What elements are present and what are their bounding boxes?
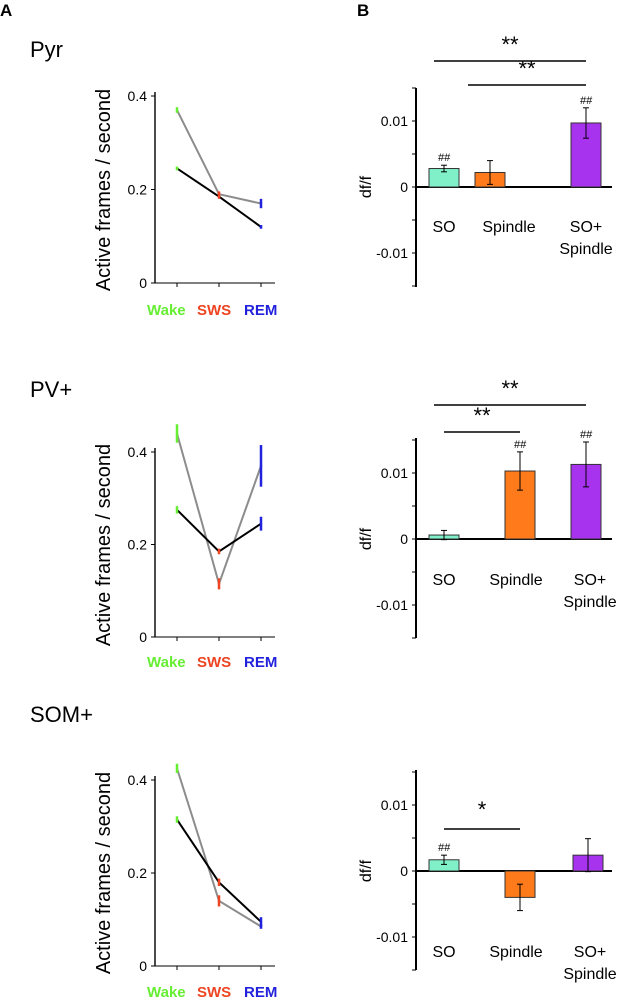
bar-chart-1: df/f 0.01 0 -0.01 ## ## SO Spindle SO+ Spindle ***… (358, 32, 613, 287)
data-point-gray-0 (175, 767, 179, 770)
bar-chart-5: df/f 0.01 0 -0.01 ## SO Spindle SO+ Spindle * (358, 770, 617, 983)
y-tick-label: 0.2 (128, 182, 148, 198)
chart-title: PV+ (30, 377, 72, 402)
data-point-gray-0 (175, 432, 179, 435)
series-line-black (176, 509, 262, 553)
data-point-gray-1 (217, 899, 221, 903)
significance-mark-2: ## (580, 95, 593, 107)
category-label-wake: Wake (147, 984, 186, 1001)
y-tick-label: 0 (139, 629, 147, 645)
significance-label-0: ** (501, 32, 519, 57)
y-axis-label: df/f (358, 175, 375, 198)
category-label-1: Spindle (489, 572, 542, 589)
category-label-sws: SWS (197, 984, 231, 1001)
y-tick-label: -0.01 (376, 245, 408, 261)
line-chart-0: Pyr Active frames / second 0 0.2 0.4 Wake SWS R… (30, 37, 277, 319)
data-point-black-0 (175, 167, 179, 170)
data-point-gray-2 (259, 464, 263, 468)
y-tick-label: 0 (139, 275, 147, 291)
data-point-gray-1 (217, 582, 221, 586)
data-point-black-0 (175, 508, 179, 512)
series-line-gray (176, 109, 262, 205)
chart-title: Pyr (30, 37, 63, 62)
series-line-gray (176, 433, 262, 588)
chart-title: SOM+ (30, 702, 93, 727)
line-chart-4: SOM+ Active frames / second 0 0.2 0.4 Wake SWS… (30, 702, 277, 1001)
significance-mark-1: ## (514, 439, 527, 451)
y-axis-label: Active frames / second (93, 89, 115, 291)
category-label-2: SO+ (574, 944, 606, 961)
y-tick-label: 0.2 (128, 537, 148, 553)
y-tick-label: 0 (400, 863, 408, 879)
significance-mark-0: ## (438, 842, 451, 854)
category-label-2: Spindle (559, 241, 612, 258)
category-label-2: Spindle (563, 594, 616, 611)
significance-label-1: ** (473, 403, 491, 428)
y-tick-label: 0.2 (128, 865, 148, 881)
y-tick-label: -0.01 (376, 929, 408, 945)
y-tick-label: 0.4 (128, 444, 148, 460)
y-tick-label: 0 (400, 179, 408, 195)
data-point-black-2 (259, 522, 263, 525)
panel-label-b: B (357, 1, 369, 20)
category-label-0: SO (432, 944, 455, 961)
y-axis-label: Active frames / second (93, 444, 115, 646)
category-label-0: SO (432, 572, 455, 589)
category-label-2: SO+ (574, 572, 606, 589)
data-point-black-1 (217, 195, 221, 198)
y-tick-label: 0.4 (128, 88, 148, 104)
bar-chart-3: df/f 0.01 0 -0.01 ## ## SO Spindle SO+ Spindle ** *… (358, 376, 617, 639)
y-tick-label: 0 (400, 531, 408, 547)
y-axis-label: Active frames / second (93, 772, 115, 974)
y-tick-label: 0.01 (381, 465, 408, 481)
y-tick-label: -0.01 (376, 597, 408, 613)
category-label-rem: REM (244, 654, 277, 671)
category-label-sws: SWS (197, 302, 231, 319)
category-label-rem: REM (244, 984, 277, 1001)
category-label-wake: Wake (147, 654, 186, 671)
significance-label-1: ** (518, 56, 536, 81)
data-point-gray-2 (259, 202, 263, 205)
panel-label-a: A (0, 1, 12, 20)
y-tick-label: 0 (139, 958, 147, 974)
category-label-1: Spindle (489, 944, 542, 961)
category-label-2: Spindle (563, 966, 616, 983)
category-label-2: SO+ (570, 219, 602, 236)
significance-label-0: * (478, 797, 487, 822)
y-tick-label: 0.4 (128, 772, 148, 788)
y-tick-label: 0.01 (381, 797, 408, 813)
significance-label-0: ** (501, 376, 519, 401)
data-point-black-2 (259, 920, 263, 924)
y-axis-label: df/f (358, 859, 375, 882)
data-point-black-1 (217, 881, 221, 884)
data-point-black-2 (259, 225, 263, 229)
data-point-black-0 (175, 818, 179, 821)
data-point-black-1 (217, 550, 221, 553)
category-label-1: Spindle (482, 219, 535, 236)
significance-mark-2: ## (580, 429, 593, 441)
y-axis-label: df/f (358, 527, 375, 550)
category-label-rem: REM (244, 302, 277, 319)
category-label-sws: SWS (197, 654, 231, 671)
category-label-wake: Wake (147, 302, 186, 319)
category-label-0: SO (432, 219, 455, 236)
y-tick-label: 0.01 (381, 113, 408, 129)
significance-mark-0: ## (438, 152, 451, 164)
line-chart-2: PV+ Active frames / second 0 0.2 0.4 Wake SWS R… (30, 377, 277, 671)
charts: Pyr Active frames / second 0 0.2 0.4 Wake SWS R… (30, 32, 617, 1001)
data-point-gray-0 (175, 108, 179, 112)
series-line-black (176, 818, 262, 923)
